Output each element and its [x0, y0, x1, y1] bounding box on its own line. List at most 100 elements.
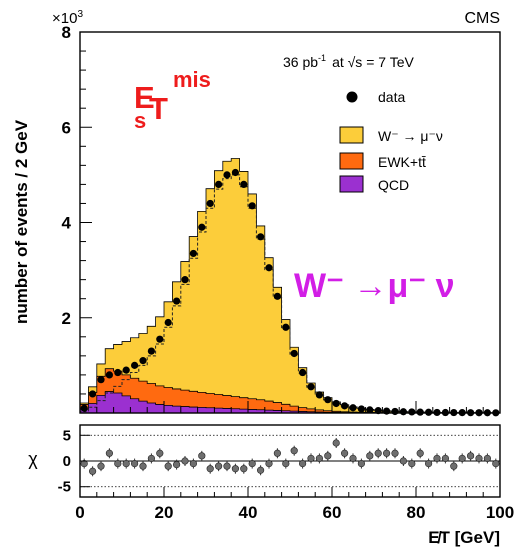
- ratio-y-tick-label: -5: [58, 479, 71, 496]
- ratio-point: [240, 465, 248, 473]
- legend-data-marker: [346, 91, 358, 103]
- ratio-point: [357, 459, 366, 468]
- data-point: [265, 264, 273, 272]
- data-point: [131, 361, 139, 369]
- y-exponent: ×103: [52, 9, 83, 27]
- ratio-point: [181, 457, 189, 465]
- ratio-point: [307, 454, 315, 463]
- main-x-axis-ticks: [79, 401, 501, 413]
- legend-qcd-label: QCD: [378, 177, 409, 193]
- data-point: [391, 407, 399, 416]
- ratio-point: [88, 467, 97, 475]
- data-point: [408, 408, 416, 416]
- y-axis-label: number of events / 2 GeV: [12, 119, 31, 324]
- main-y-axis-ticks: 2 4 6 8: [62, 23, 92, 414]
- overlay-met-s: s: [134, 108, 146, 133]
- legend-ewk-label: EWK+tt̄: [378, 154, 426, 170]
- data-point: [173, 297, 181, 305]
- ratio-points: [80, 438, 500, 477]
- ratio-point: [458, 454, 466, 463]
- data-point: [181, 276, 189, 284]
- ratio-point: [450, 462, 458, 470]
- data-point: [248, 202, 256, 210]
- ratio-point: [156, 449, 164, 457]
- ratio-point: [425, 459, 433, 468]
- ratio-point: [189, 459, 197, 468]
- ratio-point: [164, 462, 172, 470]
- data-point: [307, 383, 315, 391]
- legend-signal-label: W⁻ → μ⁻ν: [378, 128, 443, 144]
- ratio-point: [80, 459, 88, 468]
- x-tick-label: 20: [155, 503, 174, 522]
- data-point: [332, 399, 340, 408]
- data-point: [223, 171, 231, 179]
- x-tick-label: 100: [486, 503, 514, 522]
- ratio-point: [433, 454, 441, 463]
- ratio-y-tick-label: 0: [63, 453, 71, 470]
- ratio-point: [299, 459, 307, 468]
- legend-data-label: data: [378, 89, 405, 105]
- ratio-point: [257, 466, 265, 474]
- data-point: [89, 390, 97, 398]
- ratio-point: [366, 452, 374, 460]
- ratio-point: [139, 462, 147, 470]
- data-point: [147, 347, 155, 355]
- data-point: [139, 357, 147, 365]
- data-point: [105, 371, 113, 379]
- ratio-point: [265, 459, 273, 468]
- ratio-point: [147, 454, 155, 463]
- ratio-point: [248, 459, 256, 468]
- x-tick-label: 40: [239, 503, 258, 522]
- data-point: [315, 391, 323, 399]
- y-tick-label: 2: [62, 309, 71, 328]
- x-tick-label: 80: [407, 503, 426, 522]
- data-point: [299, 368, 307, 377]
- data-point: [341, 402, 349, 410]
- ratio-point: [198, 452, 206, 460]
- overlay-met-T: T: [149, 91, 168, 126]
- legend: data W⁻ → μ⁻ν EWK+tt̄ QCD: [339, 89, 443, 193]
- x-tick-label: 0: [75, 503, 84, 522]
- data-point: [240, 180, 248, 188]
- legend-signal-swatch: [339, 126, 364, 144]
- ratio-point: [349, 454, 357, 463]
- ratio-point: [399, 457, 408, 465]
- ratio-point: [131, 459, 139, 468]
- ratio-panel: 50-5 0 20 40 60 80 100: [58, 424, 514, 522]
- ratio-point: [475, 454, 483, 463]
- ratio-point: [374, 449, 382, 457]
- data-point: [425, 408, 433, 416]
- ratio-point: [97, 462, 105, 470]
- x-axis-label: E̸T [GeV]: [428, 528, 500, 547]
- ratio-point: [223, 462, 231, 470]
- legend-ewk-swatch: [339, 152, 364, 170]
- data-point: [198, 223, 206, 231]
- ratio-point: [324, 452, 332, 460]
- data-point: [282, 323, 290, 331]
- overlay-met-sup: mis: [173, 67, 211, 92]
- data-point: [122, 366, 130, 374]
- data-point: [231, 168, 239, 177]
- ratio-point: [290, 447, 298, 455]
- overlay-met-label: E s T mis: [134, 67, 211, 133]
- data-point: [206, 199, 214, 208]
- ratio-y-axis-ticks: 5 0 -5: [58, 427, 90, 496]
- ratio-point: [282, 459, 290, 468]
- data-point: [357, 405, 365, 413]
- main-panel: 2 4 6 8: [62, 23, 501, 417]
- data-point: [349, 404, 357, 412]
- ratio-point: [315, 454, 324, 463]
- data-point: [366, 406, 374, 414]
- ratio-point: [408, 459, 416, 468]
- ratio-y-axis-label: χ: [28, 449, 38, 469]
- ratio-point: [391, 449, 399, 457]
- ratio-point: [122, 459, 130, 468]
- ratio-point: [215, 462, 223, 470]
- experiment-label: CMS: [464, 10, 500, 27]
- overlay-process-label: W⁻ →μ⁻ ν: [294, 267, 455, 305]
- x-tick-label: 60: [323, 503, 342, 522]
- data-point: [97, 376, 105, 384]
- data-point: [164, 318, 172, 327]
- y-tick-label: 4: [62, 214, 72, 233]
